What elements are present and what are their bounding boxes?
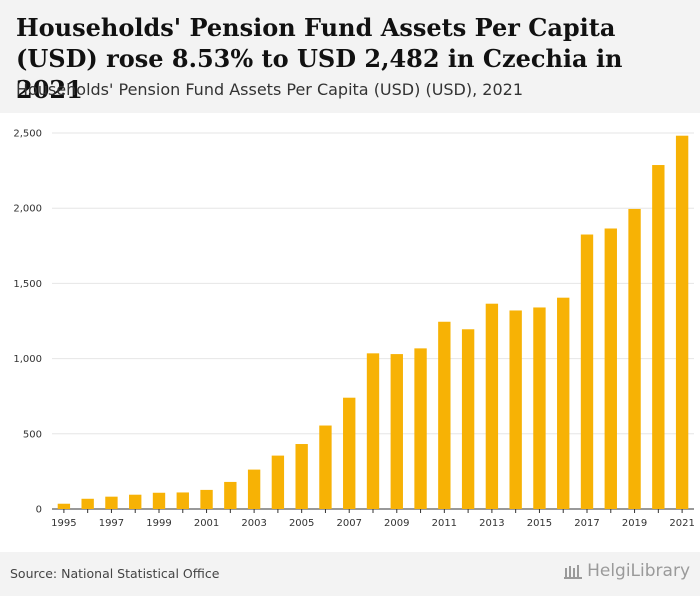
bar-2010[interactable] [414, 348, 427, 509]
bar-2005[interactable] [295, 444, 308, 509]
y-tick-label: 2,000 [13, 204, 42, 215]
bar-2013[interactable] [485, 303, 499, 509]
bar-1995[interactable] [57, 503, 71, 509]
y-tick-label: 2,500 [13, 129, 42, 140]
x-tick-label: 2019 [622, 518, 647, 529]
bar-chart: 0 500 1,000 1,500 2,000 2,500 1995 1997 1999 2001… [13, 129, 694, 530]
chart-subtitle: Households' Pension Fund Assets Per Capi… [16, 80, 524, 99]
chart-title: Households' Pension Fund Assets Per Capi… [16, 13, 623, 104]
bar-2000[interactable] [176, 492, 189, 509]
x-tick-label: 2003 [241, 518, 266, 529]
y-tick-label: 1,500 [13, 279, 42, 290]
bar-2015[interactable] [533, 307, 546, 509]
x-tick-label: 2013 [479, 518, 504, 529]
logo-text: HelgiLibrary [587, 561, 690, 581]
footer: Source: National Statistical Office Helg… [0, 552, 700, 596]
bar-2019[interactable] [628, 208, 641, 509]
bar-1996[interactable] [81, 498, 94, 509]
helgi-library-logo[interactable]: HelgiLibrary [563, 561, 690, 581]
x-tick-label: 1995 [51, 518, 76, 529]
bar-2021[interactable] [675, 135, 689, 509]
x-tick-label: 2001 [194, 518, 219, 529]
bar-2003[interactable] [247, 469, 261, 509]
bar-2018[interactable] [604, 228, 617, 509]
header: Households' Pension Fund Assets Per Capi… [0, 0, 700, 113]
x-tick-label: 2021 [669, 518, 694, 529]
x-tick-label: 1997 [99, 518, 124, 529]
x-tick-label: 2005 [289, 518, 314, 529]
x-tick-label: 2017 [574, 518, 599, 529]
y-tick-label: 1,000 [13, 354, 42, 365]
bar-2002[interactable] [224, 481, 237, 509]
bar-2014[interactable] [509, 310, 522, 509]
y-tick-label: 500 [23, 429, 42, 440]
x-tick-label: 2009 [384, 518, 409, 529]
bar-2012[interactable] [461, 329, 475, 509]
bar-1999[interactable] [152, 492, 166, 509]
source-note: Source: National Statistical Office [10, 566, 220, 581]
y-tick-label: 0 [36, 505, 42, 516]
bar-2007[interactable] [343, 397, 356, 509]
x-tick-label: 2015 [527, 518, 552, 529]
bar-2009[interactable] [390, 354, 403, 509]
bar-2008[interactable] [366, 353, 380, 509]
bar-2004[interactable] [271, 455, 285, 509]
library-icon [564, 565, 583, 579]
x-tick-label: 2011 [432, 518, 457, 529]
bar-1997[interactable] [105, 496, 118, 509]
bar-2016[interactable] [557, 297, 570, 509]
bar-2001[interactable] [200, 489, 213, 509]
bar-2017[interactable] [580, 234, 594, 509]
bar-2006[interactable] [319, 425, 332, 509]
bar-2011[interactable] [438, 321, 451, 509]
x-tick-label: 1999 [146, 518, 171, 529]
bar-2020[interactable] [652, 165, 665, 509]
x-tick-label: 2007 [336, 518, 361, 529]
bar-1998[interactable] [129, 494, 142, 509]
